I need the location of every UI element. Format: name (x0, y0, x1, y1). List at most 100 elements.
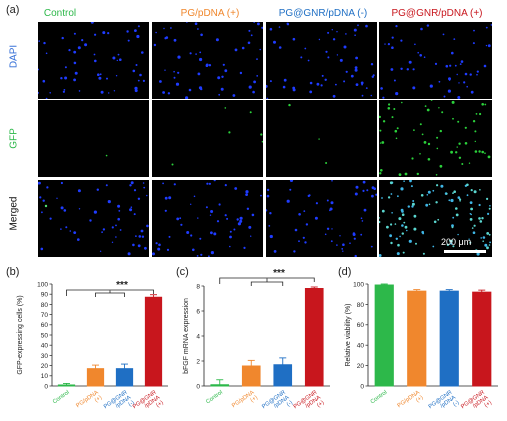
cell-dot (365, 87, 368, 89)
cell-dot (470, 207, 473, 211)
cell-dot (90, 22, 94, 24)
cell-dot (480, 237, 482, 239)
cell-dot (362, 180, 366, 184)
cell-dot (371, 194, 374, 198)
cell-dot (439, 164, 443, 168)
cell-dot (97, 73, 100, 76)
y-tick-label: 50 (41, 332, 49, 339)
cell-dot (336, 31, 338, 33)
cell-dot (421, 230, 424, 234)
significance-label: *** (273, 268, 285, 279)
cell-dot (304, 47, 307, 50)
cell-dot (224, 214, 227, 217)
cell-dot (391, 212, 393, 214)
cell-dot (354, 254, 357, 257)
cell-dot (269, 234, 273, 239)
cell-dot (375, 193, 377, 196)
cell-dot (487, 212, 490, 215)
cell-dot (421, 133, 424, 136)
cell-dot (176, 217, 180, 221)
micrograph-merged-pg-gnr-minus (266, 180, 377, 257)
cell-dot (363, 208, 367, 212)
cell-dot (298, 240, 300, 243)
cell-dot (469, 73, 472, 76)
cell-dot (260, 133, 263, 136)
cell-dot (481, 150, 484, 154)
cell-dot (472, 42, 475, 45)
cell-dot (302, 236, 305, 239)
cell-dot (459, 200, 461, 202)
cell-dot (205, 64, 209, 67)
cell-dot (452, 216, 455, 219)
cell-dot (332, 94, 336, 98)
cell-dot (390, 223, 393, 226)
cell-dot (455, 213, 459, 217)
cell-dot (410, 185, 413, 188)
cell-dot (397, 195, 399, 198)
cell-dot (488, 233, 491, 236)
cell-dot (158, 243, 161, 247)
cell-dot (455, 207, 458, 210)
cell-dot (316, 82, 320, 86)
y-tick-label: 8 (196, 283, 200, 290)
cell-dot (343, 45, 347, 49)
cell-dot (373, 187, 376, 190)
cell-dot (490, 24, 492, 26)
cell-dot (384, 43, 386, 45)
cell-dot (266, 209, 268, 212)
cell-dot (488, 207, 491, 210)
cell-dot (206, 182, 209, 185)
cell-dot (481, 217, 484, 220)
cell-dot (420, 27, 423, 31)
cell-dot (229, 245, 231, 248)
cell-dot (247, 41, 251, 45)
cell-dot (199, 51, 202, 54)
cell-dot (162, 182, 164, 185)
cell-dot (108, 92, 110, 94)
cell-dot (157, 247, 161, 251)
cell-dot (42, 79, 46, 83)
cell-dot (457, 120, 460, 123)
bar (407, 290, 427, 387)
cell-dot (126, 30, 129, 33)
cell-dot (194, 22, 198, 25)
cell-dot (167, 92, 171, 95)
cell-dot (468, 238, 470, 240)
column-header-pg-gnr-minus: PG@GNR/pDNA (-) (278, 8, 368, 19)
cell-dot (411, 205, 414, 208)
cell-dot (115, 75, 118, 77)
cell-dot (447, 89, 451, 93)
cell-dot (248, 29, 251, 32)
cell-dot (381, 141, 385, 144)
cell-dot (73, 50, 77, 54)
cell-dot (173, 38, 177, 42)
cell-dot (269, 80, 272, 83)
cell-dot (486, 246, 489, 250)
cell-dot (210, 251, 214, 255)
cell-dot (403, 221, 406, 224)
cell-dot (246, 207, 250, 210)
cell-dot (196, 255, 199, 257)
cell-dot (155, 31, 157, 34)
panel-label-d: (d) (338, 266, 352, 278)
cell-dot (293, 250, 296, 253)
cell-dot (325, 50, 328, 53)
cell-dot (332, 38, 336, 41)
y-tick-label: 80 (41, 302, 49, 309)
cell-dot (200, 33, 203, 37)
cell-dot (286, 199, 290, 203)
cell-dot (345, 33, 347, 35)
cell-dot (266, 194, 270, 198)
cell-dot (394, 129, 398, 133)
cell-dot (479, 189, 481, 191)
cell-dot (478, 150, 481, 153)
cell-dot (388, 103, 391, 106)
cell-dot (140, 229, 144, 233)
cell-dot (269, 27, 273, 31)
cell-dot (294, 228, 298, 232)
cell-dot (269, 212, 272, 215)
y-tick-label: 30 (41, 353, 49, 360)
cell-dot (107, 200, 111, 204)
cell-dot (353, 28, 357, 32)
cell-dot (324, 78, 327, 81)
